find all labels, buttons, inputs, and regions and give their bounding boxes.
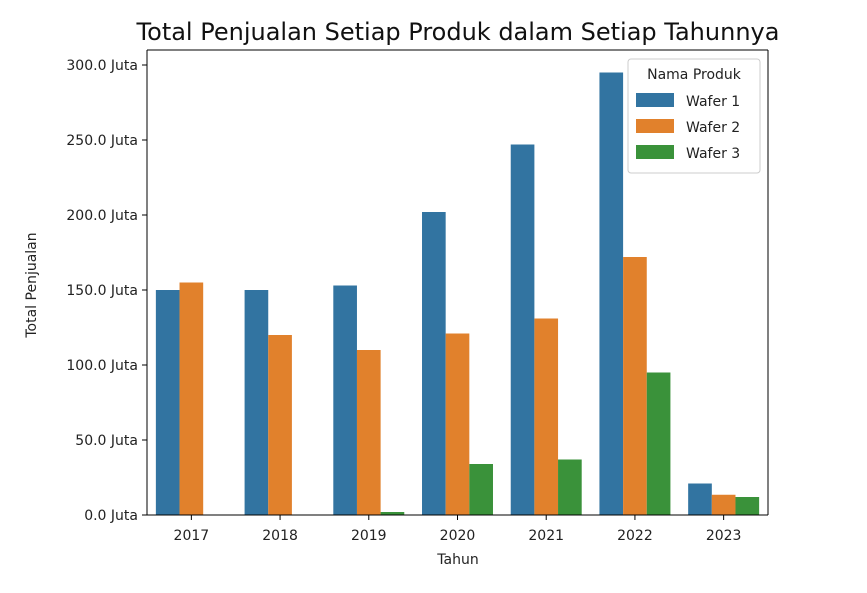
bar-wafer-1-2020 [422, 212, 446, 515]
bar-wafer-1-2023 [688, 483, 712, 515]
bar-wafer-3-2019 [380, 512, 405, 515]
legend-box [627, 58, 761, 174]
y-tick-label: 0.0 Juta [84, 508, 138, 524]
legend-label-wafer-3: Wafer 3 [686, 146, 740, 162]
y-tick-label: 300.0 Juta [66, 58, 138, 74]
x-tick-label: 2019 [351, 528, 387, 544]
y-tick-label: 250.0 Juta [66, 133, 138, 149]
y-tick-label: 100.0 Juta [66, 358, 138, 374]
bar-wafer-1-2019 [333, 285, 357, 515]
bar-wafer-2-2017 [179, 282, 204, 515]
x-tick-label: 2017 [174, 528, 210, 544]
bar-wafer-1-2017 [155, 290, 180, 515]
bar-wafer-3-2023 [735, 497, 760, 515]
x-tick-label: 2023 [706, 528, 742, 544]
bar-wafer-1-2022 [599, 72, 624, 515]
y-axis-label: Total Penjualan [24, 232, 40, 338]
bar-wafer-3-2020 [469, 464, 493, 515]
legend: Nama Produk Wafer 1 Wafer 2 Wafer 3 [627, 58, 761, 174]
x-tick-label: 2021 [528, 528, 564, 544]
y-tick-label: 200.0 Juta [66, 208, 138, 224]
chart-title: Total Penjualan Setiap Produk dalam Seti… [136, 18, 780, 46]
legend-label-wafer-2: Wafer 2 [686, 120, 740, 136]
bar-wafer-1-2021 [510, 144, 535, 515]
legend-swatch-wafer-3 [636, 145, 674, 159]
legend-swatch-wafer-2 [636, 119, 674, 133]
bar-wafer-3-2022 [646, 372, 671, 515]
bar-wafer-2-2018 [268, 335, 292, 515]
bar-wafer-2-2022 [623, 257, 647, 515]
x-tick-label: 2018 [262, 528, 298, 544]
plot-area: 0.0 Juta 50.0 Juta 100.0 Juta 150.0 Juta 200… [66, 49, 769, 544]
bar-wafer-2-2023 [711, 494, 736, 515]
x-tick-label: 2020 [440, 528, 476, 544]
y-tick-label: 150.0 Juta [66, 283, 138, 299]
bar-wafer-2-2021 [534, 318, 559, 515]
legend-label-wafer-1: Wafer 1 [686, 94, 740, 110]
bar-wafer-2-2019 [356, 350, 381, 515]
legend-title: Nama Produk [647, 67, 742, 83]
bar-wafer-1-2018 [244, 290, 269, 515]
x-tick-label: 2022 [617, 528, 653, 544]
bar-wafer-3-2021 [558, 459, 582, 515]
legend-swatch-wafer-1 [636, 93, 674, 107]
y-tick-label: 50.0 Juta [75, 433, 138, 449]
x-axis-label: Tahun [436, 552, 478, 568]
bar-wafer-2-2020 [445, 333, 470, 515]
